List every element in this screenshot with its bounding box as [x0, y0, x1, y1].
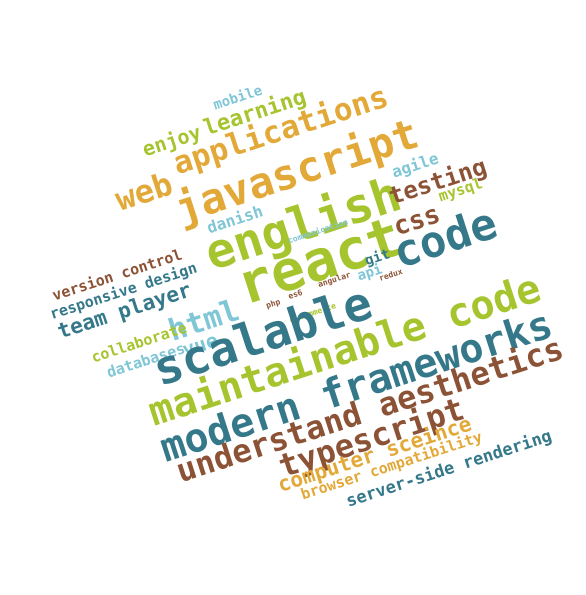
word-web: web: [110, 164, 178, 219]
word-cloud: mobile learning enjoy applications web j…: [48, 79, 568, 512]
